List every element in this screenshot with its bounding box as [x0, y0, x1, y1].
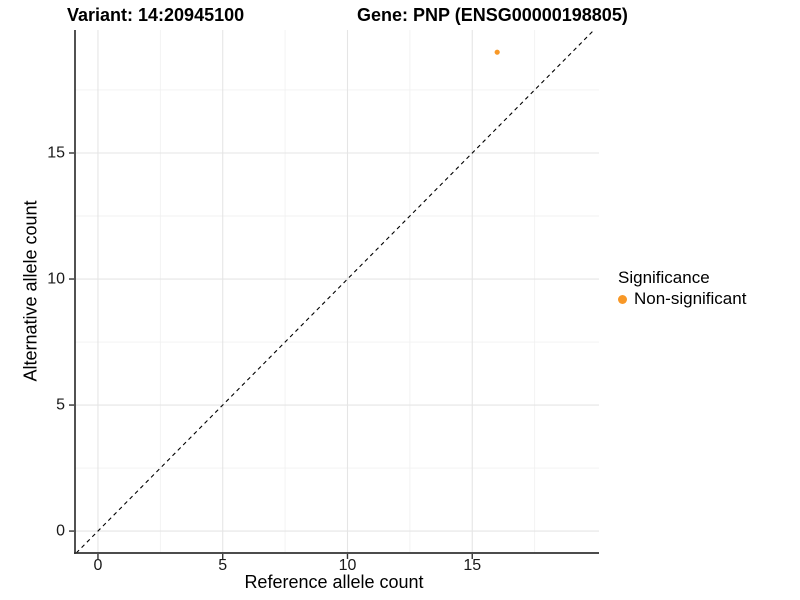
x-tick-label: 10	[339, 557, 357, 574]
x-tick-label: 5	[218, 557, 227, 574]
identity-line	[75, 29, 595, 554]
y-tick-label: 0	[56, 523, 65, 540]
plot-title-variant: Variant: 14:20945100	[67, 5, 245, 25]
y-axis-title: Alternative allele count	[20, 200, 41, 382]
x-tick-label: 0	[94, 557, 103, 574]
legend-item-label: Non-significant	[634, 289, 747, 308]
legend-title: Significance	[618, 268, 710, 287]
y-tick-label: 10	[47, 271, 65, 288]
x-axis-title: Reference allele count	[244, 572, 424, 592]
y-tick-label: 15	[47, 144, 65, 161]
legend-item-non-significant: Non-significant	[616, 289, 746, 309]
y-tick-label: 5	[56, 397, 65, 414]
data-point	[494, 49, 500, 55]
legend: Significance Non-significant	[616, 268, 746, 309]
x-tick-label: 15	[463, 557, 481, 574]
plot-title-gene: Gene: PNP (ENSG00000198805)	[357, 5, 628, 25]
legend-key-dot-icon	[618, 294, 627, 304]
